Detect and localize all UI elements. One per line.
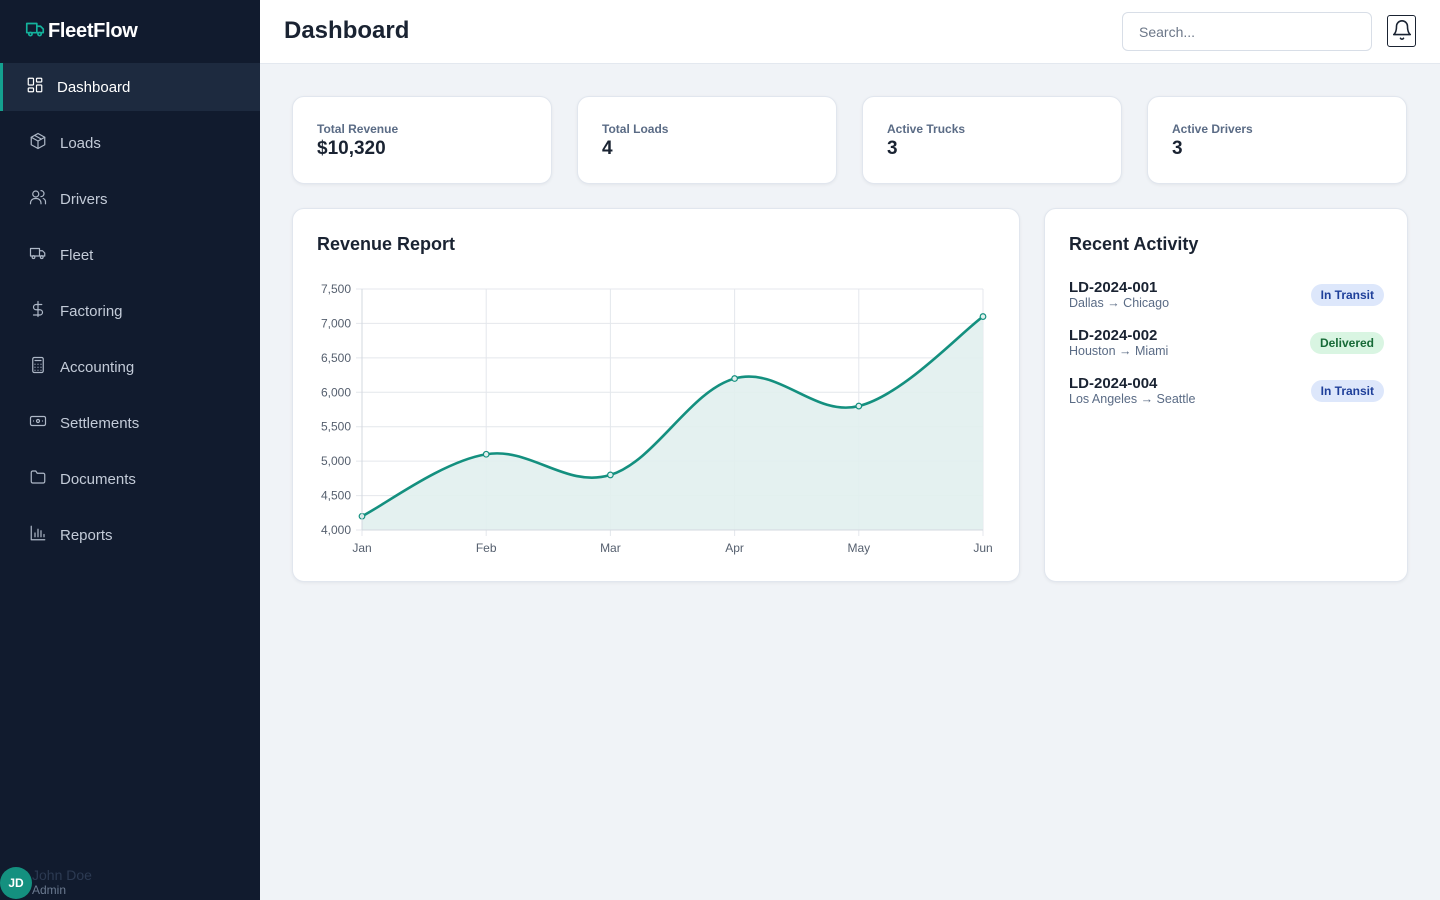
- user-role: Admin: [32, 883, 67, 897]
- user-name: John Doe: [32, 867, 92, 883]
- load-id: LD-2024-002: [1069, 327, 1158, 344]
- bar-chart-icon: [29, 524, 47, 546]
- stat-card-total-loads: Total Loads 4: [577, 96, 837, 184]
- sidebar-item-label: Factoring: [60, 302, 123, 320]
- activity-title: Recent Activity: [1069, 234, 1199, 254]
- activity-list: LD-2024-001 Dallas → Chicago In Transit …: [1069, 279, 1384, 423]
- activity-item[interactable]: LD-2024-001 Dallas → Chicago In Transit: [1069, 279, 1384, 327]
- load-id: LD-2024-001: [1069, 279, 1158, 296]
- stat-label: Active Drivers: [1172, 122, 1253, 136]
- stat-label: Active Trucks: [887, 122, 966, 136]
- sidebar-item-reports[interactable]: Reports: [0, 511, 260, 559]
- notifications-button[interactable]: [1387, 15, 1416, 47]
- x-tick-label: Apr: [725, 541, 744, 555]
- sidebar-item-label: Reports: [60, 526, 113, 544]
- sidebar-item-label: Accounting: [60, 358, 135, 376]
- sidebar: FleetFlow Dashboard Loads Drivers Fleet …: [0, 0, 260, 900]
- revenue-chart: 4,000 4,500 5,000 5,500 6,000 6,500 7,000 7,500…: [321, 282, 993, 555]
- load-route: Houston → Miami: [1069, 344, 1169, 358]
- revenue-series-line: [361, 315, 984, 518]
- stat-card-total-revenue: Total Revenue $10,320: [292, 96, 552, 184]
- users-icon: [29, 188, 47, 210]
- brand-name: FleetFlow: [48, 20, 138, 42]
- stat-value: 3: [887, 138, 898, 159]
- load-id: LD-2024-004: [1069, 375, 1158, 392]
- y-tick-label: 5,000: [321, 454, 351, 468]
- truck-icon: [24, 18, 46, 45]
- dashboard-grid-icon: [26, 76, 44, 98]
- dollar-icon: [29, 300, 47, 322]
- load-route: Dallas → Chicago: [1069, 296, 1170, 310]
- chart-title: Revenue Report: [317, 234, 456, 254]
- stat-label: Total Revenue: [317, 122, 399, 136]
- x-tick-label: Jan: [352, 541, 371, 555]
- status-badge: In Transit: [1310, 380, 1384, 402]
- status-badge: Delivered: [1309, 332, 1384, 354]
- user-profile[interactable]: JD John Doe Admin: [0, 866, 92, 900]
- truck-icon: [29, 244, 47, 266]
- sidebar-item-label: Loads: [60, 134, 101, 152]
- y-tick-label: 4,000: [321, 523, 351, 537]
- recent-activity-card: Recent Activity LD-2024-001 Dallas → Chi…: [1044, 208, 1408, 582]
- revenue-data-point: [979, 313, 987, 320]
- x-tick-label: Feb: [476, 541, 497, 555]
- sidebar-item-label: Drivers: [60, 190, 108, 208]
- sidebar-item-label: Dashboard: [57, 78, 131, 96]
- y-tick-label: 7,000: [321, 316, 351, 330]
- status-badge: In Transit: [1310, 284, 1384, 306]
- sidebar-item-label: Settlements: [60, 414, 140, 432]
- revenue-report-card: 4,000 4,500 5,000 5,500 6,000 6,500 7,000 7,500…: [292, 208, 1020, 582]
- sidebar-nav: Dashboard Loads Drivers Fleet Factoring …: [0, 63, 260, 559]
- revenue-data-point: [855, 402, 863, 410]
- bell-icon: [1391, 19, 1413, 44]
- sidebar-item-settlements[interactable]: Settlements: [0, 399, 260, 447]
- sidebar-item-documents[interactable]: Documents: [0, 455, 260, 503]
- sidebar-item-fleet[interactable]: Fleet: [0, 231, 260, 279]
- avatar: JD: [0, 867, 32, 899]
- page-title: Dashboard: [284, 17, 410, 44]
- sidebar-item-factoring[interactable]: Factoring: [0, 287, 260, 335]
- y-tick-label: 6,000: [321, 385, 351, 399]
- x-tick-label: Mar: [600, 541, 621, 555]
- search-input[interactable]: [1122, 12, 1372, 51]
- sidebar-item-dashboard[interactable]: Dashboard: [0, 63, 260, 111]
- calculator-icon: [29, 356, 47, 378]
- y-tick-label: 7,500: [321, 282, 351, 296]
- sidebar-item-label: Documents: [60, 470, 136, 488]
- stat-value: 4: [602, 138, 613, 159]
- brand[interactable]: FleetFlow: [0, 0, 260, 63]
- top-bar: Dashboard: [260, 0, 1440, 64]
- activity-item[interactable]: LD-2024-002 Houston → Miami Delivered: [1069, 327, 1384, 375]
- revenue-data-point: [731, 375, 739, 382]
- stat-card-active-drivers: Active Drivers 3: [1147, 96, 1407, 184]
- x-tick-label: Jun: [973, 541, 992, 555]
- y-tick-label: 6,500: [321, 351, 351, 365]
- banknote-icon: [29, 412, 47, 434]
- y-tick-label: 5,500: [321, 420, 351, 434]
- sidebar-item-drivers[interactable]: Drivers: [0, 175, 260, 223]
- revenue-data-point: [482, 450, 490, 458]
- folder-icon: [29, 468, 47, 490]
- sidebar-item-loads[interactable]: Loads: [0, 119, 260, 167]
- activity-item[interactable]: LD-2024-004 Los Angeles → Seattle In Tra…: [1069, 375, 1384, 423]
- revenue-area-fill: [362, 316, 983, 530]
- stat-value: 3: [1172, 138, 1183, 159]
- sidebar-item-label: Fleet: [60, 246, 94, 264]
- user-info: John Doe Admin: [32, 868, 92, 898]
- load-route: Los Angeles → Seattle: [1069, 392, 1196, 406]
- x-tick-label: May: [847, 541, 870, 555]
- stat-value: $10,320: [317, 138, 386, 159]
- y-tick-label: 4,500: [321, 489, 351, 503]
- package-icon: [29, 132, 47, 154]
- sidebar-item-accounting[interactable]: Accounting: [0, 343, 260, 391]
- stat-card-active-trucks: Active Trucks 3: [862, 96, 1122, 184]
- revenue-data-point: [607, 471, 614, 479]
- stat-label: Total Loads: [602, 122, 669, 136]
